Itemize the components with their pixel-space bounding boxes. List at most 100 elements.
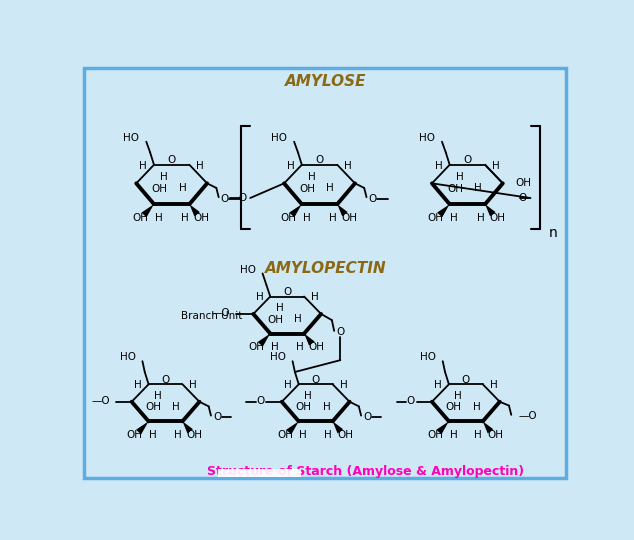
Text: H: H xyxy=(197,160,204,171)
Text: H: H xyxy=(150,430,157,440)
Text: OH: OH xyxy=(127,430,143,440)
Polygon shape xyxy=(183,421,193,434)
Polygon shape xyxy=(333,421,343,434)
Text: OH: OH xyxy=(152,185,167,194)
Polygon shape xyxy=(437,204,450,217)
Text: HO: HO xyxy=(124,133,139,143)
Text: n: n xyxy=(549,226,558,240)
Text: OH: OH xyxy=(187,430,203,440)
Text: H: H xyxy=(134,380,141,390)
Text: OH: OH xyxy=(249,342,264,353)
Text: AMYLOSE: AMYLOSE xyxy=(285,74,366,89)
Text: O: O xyxy=(336,327,344,338)
Text: H: H xyxy=(284,380,292,390)
Text: H: H xyxy=(435,160,443,171)
Text: H: H xyxy=(174,430,182,440)
Text: H: H xyxy=(450,430,457,440)
Text: HO: HO xyxy=(420,352,436,362)
Text: OH: OH xyxy=(280,213,296,223)
Text: H: H xyxy=(139,160,147,171)
Text: Structure of Starch (Amylose & Amylopectin): Structure of Starch (Amylose & Amylopect… xyxy=(207,465,524,478)
Text: OH: OH xyxy=(487,430,503,440)
Text: H: H xyxy=(179,184,186,193)
Polygon shape xyxy=(482,421,493,434)
Text: O: O xyxy=(256,396,264,406)
Text: —O: —O xyxy=(518,410,537,421)
Text: H: H xyxy=(154,391,162,401)
Text: H: H xyxy=(160,172,168,182)
Text: OH: OH xyxy=(337,430,353,440)
Text: O: O xyxy=(315,154,324,165)
FancyBboxPatch shape xyxy=(218,469,301,477)
Text: OH: OH xyxy=(295,402,311,413)
Text: O: O xyxy=(283,287,291,297)
Text: Branch Unit: Branch Unit xyxy=(181,311,242,321)
Text: H: H xyxy=(454,391,462,401)
Polygon shape xyxy=(485,204,496,217)
Text: H: H xyxy=(294,314,302,324)
Text: OH: OH xyxy=(309,342,325,353)
Polygon shape xyxy=(304,334,314,346)
Text: H: H xyxy=(311,292,319,302)
Text: OH: OH xyxy=(447,185,463,194)
Text: H: H xyxy=(323,402,330,411)
Text: OH: OH xyxy=(132,213,148,223)
Polygon shape xyxy=(337,204,347,217)
Text: H: H xyxy=(492,160,500,171)
Text: O: O xyxy=(238,193,247,203)
Text: OH: OH xyxy=(145,402,161,413)
Text: OH: OH xyxy=(515,178,531,188)
Polygon shape xyxy=(436,421,449,435)
Polygon shape xyxy=(289,204,302,217)
Text: AMYLOPECTIN: AMYLOPECTIN xyxy=(265,261,387,276)
Text: O: O xyxy=(213,412,221,422)
Text: O: O xyxy=(368,194,377,204)
Text: O: O xyxy=(406,396,415,406)
Text: OH: OH xyxy=(446,402,462,413)
Text: —O: —O xyxy=(91,396,110,406)
Text: O: O xyxy=(519,193,527,203)
Text: OH: OH xyxy=(342,213,358,223)
Polygon shape xyxy=(136,421,148,435)
Polygon shape xyxy=(257,334,270,347)
Text: —O: —O xyxy=(212,308,230,318)
Text: H: H xyxy=(302,213,310,223)
Text: H: H xyxy=(473,402,481,411)
Polygon shape xyxy=(141,204,154,217)
Text: OH: OH xyxy=(194,213,210,223)
Text: H: H xyxy=(276,303,283,313)
Text: O: O xyxy=(363,412,372,422)
Text: OH: OH xyxy=(299,185,315,194)
Text: H: H xyxy=(299,430,307,440)
Text: H: H xyxy=(304,391,312,401)
Text: H: H xyxy=(474,184,482,193)
Polygon shape xyxy=(286,421,299,435)
Text: H: H xyxy=(489,380,498,390)
Text: H: H xyxy=(327,184,334,193)
Text: H: H xyxy=(190,380,197,390)
Text: HO: HO xyxy=(240,265,256,274)
Text: H: H xyxy=(450,213,458,223)
Text: O: O xyxy=(167,154,176,165)
Text: H: H xyxy=(295,342,304,353)
Text: HO: HO xyxy=(119,352,136,362)
Text: H: H xyxy=(340,380,347,390)
Text: O: O xyxy=(221,194,229,204)
Text: OH: OH xyxy=(277,430,293,440)
Text: OH: OH xyxy=(489,213,505,223)
Text: HO: HO xyxy=(419,133,435,143)
Text: O: O xyxy=(162,375,170,384)
Text: H: H xyxy=(477,213,484,223)
Text: H: H xyxy=(434,380,442,390)
FancyBboxPatch shape xyxy=(84,68,566,477)
Text: H: H xyxy=(271,342,279,353)
Text: H: H xyxy=(474,430,482,440)
Text: H: H xyxy=(155,213,162,223)
Text: H: H xyxy=(308,172,316,182)
Text: O: O xyxy=(311,375,320,384)
Text: OH: OH xyxy=(428,213,444,223)
Text: O: O xyxy=(462,375,470,384)
Text: H: H xyxy=(256,292,263,302)
Text: H: H xyxy=(344,160,352,171)
Text: H: H xyxy=(324,430,332,440)
